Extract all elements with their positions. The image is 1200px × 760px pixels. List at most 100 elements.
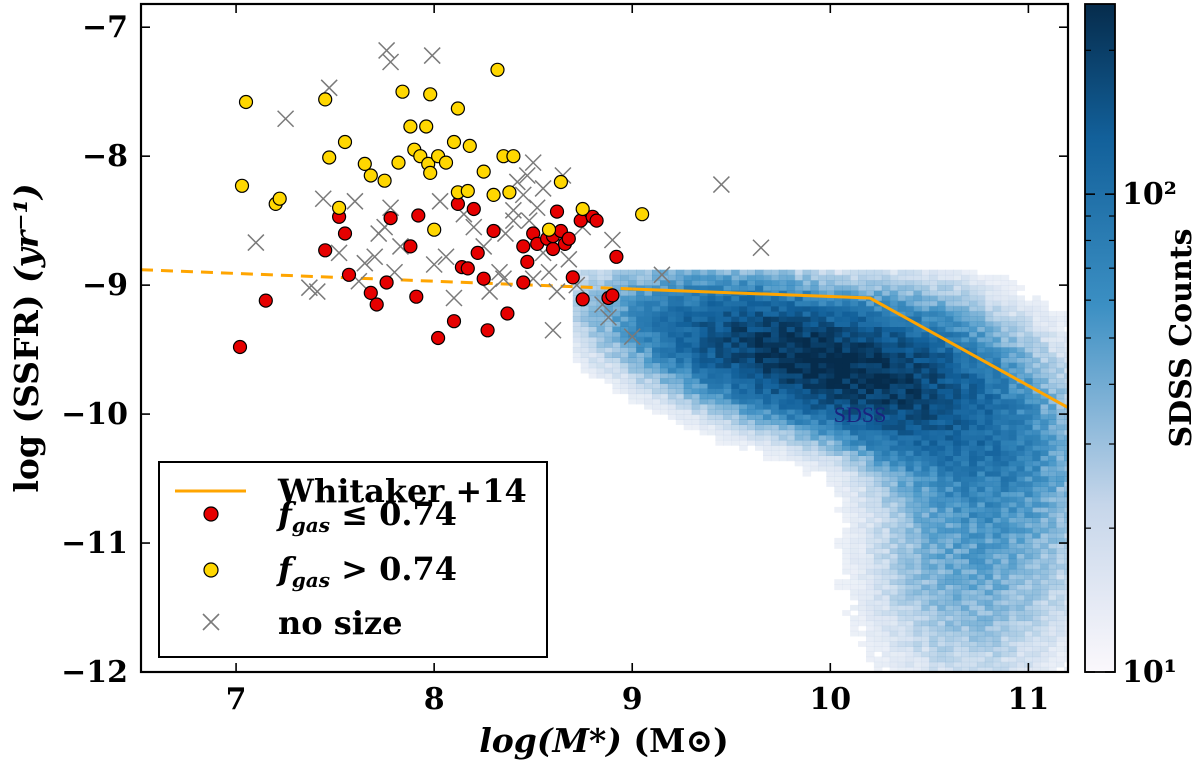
heatmap-cell: [683, 419, 693, 425]
heatmap-cell: [881, 336, 891, 343]
red-point: [609, 249, 624, 264]
heatmap-cell: [604, 372, 613, 379]
heatmap-cell: [1032, 414, 1041, 420]
no-size-point: [752, 239, 770, 257]
heatmap-cell: [969, 651, 978, 658]
heatmap-cell: [1000, 594, 1010, 601]
heatmap-cell: [1024, 543, 1033, 549]
heatmap-cell: [976, 439, 986, 446]
heatmap-cell: [969, 429, 978, 436]
heatmap-cell: [866, 527, 875, 534]
heatmap-cell: [889, 574, 899, 580]
heatmap-cell: [834, 347, 843, 353]
heatmap-cell: [1048, 548, 1057, 554]
heatmap-cell: [905, 280, 915, 286]
heatmap-cell: [1024, 537, 1033, 544]
heatmap-cell: [921, 615, 930, 622]
heatmap-cell: [747, 305, 756, 312]
heatmap-cell: [1008, 414, 1018, 420]
heatmap-cell: [881, 486, 891, 493]
heatmap-cell: [739, 362, 748, 369]
heatmap-cell: [826, 269, 835, 276]
heatmap-cell: [881, 661, 891, 668]
heatmap-cell: [953, 331, 962, 338]
heatmap-cell: [572, 347, 582, 353]
heatmap-cell: [1024, 604, 1033, 611]
heatmap-cell: [691, 310, 701, 317]
heatmap-cell: [850, 532, 859, 539]
heatmap-cell: [667, 408, 677, 415]
heatmap-cell: [842, 501, 851, 508]
heatmap-cell: [850, 383, 859, 389]
heatmap-cell: [707, 398, 716, 405]
heatmap-cell: [929, 295, 938, 302]
heatmap-cell: [992, 331, 1002, 338]
heatmap-cell: [961, 465, 970, 472]
heatmap-cell: [652, 383, 661, 389]
heatmap-cell: [810, 445, 819, 451]
heatmap-cell: [937, 491, 946, 498]
heatmap-cell: [961, 285, 970, 291]
heatmap-cell: [937, 424, 946, 431]
heatmap-cell: [707, 285, 716, 291]
heatmap-cell: [1000, 568, 1010, 575]
heatmap-cell: [984, 460, 994, 467]
heatmap-cell: [644, 305, 653, 312]
heatmap-cell: [683, 362, 693, 369]
heatmap-cell: [905, 574, 915, 580]
heatmap-cell: [873, 506, 883, 513]
heatmap-cell: [992, 486, 1002, 493]
heatmap-cell: [858, 326, 867, 333]
heatmap-cell: [945, 403, 954, 410]
heatmap-cell: [953, 522, 962, 529]
heatmap-cell: [961, 372, 970, 379]
heatmap-cell: [969, 274, 978, 281]
heatmap-cell: [953, 615, 962, 622]
heatmap-cell: [881, 610, 891, 616]
heatmap-cell: [992, 661, 1002, 668]
heatmap-cell: [842, 316, 851, 322]
heatmap-cell: [1024, 341, 1033, 348]
heatmap-cell: [731, 372, 740, 379]
heatmap-cell: [842, 439, 851, 446]
red-point: [545, 241, 561, 257]
heatmap-cell: [1040, 300, 1049, 307]
heatmap-cell: [889, 584, 899, 591]
heatmap-cell: [802, 331, 812, 338]
heatmap-cell: [937, 274, 946, 281]
heatmap-cell: [731, 280, 740, 286]
heatmap-cell: [826, 310, 835, 317]
heatmap-cell: [1064, 641, 1068, 647]
heatmap-cell: [802, 414, 812, 420]
heatmap-cell: [1048, 429, 1057, 436]
heatmap-cell: [1016, 496, 1025, 503]
heatmap-cell: [778, 362, 788, 369]
heatmap-cell: [604, 357, 613, 364]
heatmap-cell: [786, 295, 796, 302]
heatmap-cell: [1040, 491, 1049, 498]
heatmap-cell: [929, 450, 938, 456]
heatmap-cell: [1064, 517, 1068, 524]
heatmap-cell: [969, 589, 978, 596]
heatmap-cell: [873, 656, 883, 663]
heatmap-cell: [905, 295, 915, 302]
heatmap-cell: [691, 269, 701, 276]
heatmap-cell: [723, 300, 732, 307]
heatmap-cell: [1008, 496, 1018, 503]
heatmap-cell: [850, 455, 859, 462]
heatmap-cell: [1040, 486, 1049, 493]
heatmap-cell: [850, 574, 859, 580]
heatmap-cell: [858, 548, 867, 554]
heatmap-cell: [976, 388, 986, 395]
heatmap-cell: [778, 290, 788, 297]
heatmap-cell: [1064, 316, 1068, 322]
heatmap-cell: [683, 383, 693, 389]
colorbar-label: SDSS Counts: [1164, 228, 1199, 447]
heatmap-cell: [929, 378, 938, 384]
heatmap-cell: [588, 316, 598, 322]
heatmap-cell: [881, 378, 891, 384]
heatmap-cell: [620, 321, 629, 327]
heatmap-cell: [961, 527, 970, 534]
heatmap-cell: [620, 367, 629, 374]
heatmap-cell: [810, 429, 819, 436]
